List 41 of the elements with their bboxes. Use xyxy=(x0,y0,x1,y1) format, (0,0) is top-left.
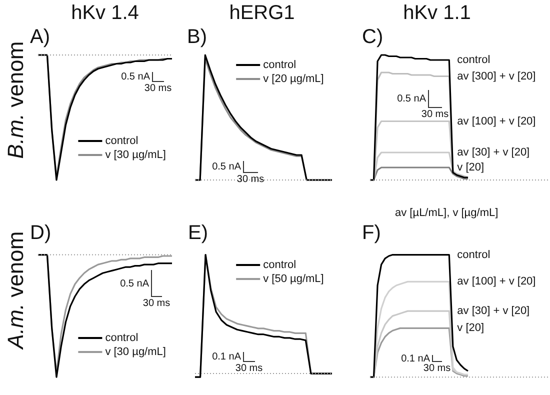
chart-title: C) xyxy=(362,26,384,49)
annotation: 30 ms xyxy=(144,83,172,94)
series-label: av [30] + v [20] xyxy=(457,305,530,318)
chart-subtitle: hKv 1.4 xyxy=(70,2,140,25)
annotation: 0.5 nA xyxy=(121,72,150,82)
annotation: 0.5 nA xyxy=(212,162,241,172)
series-label: av [100] + v [20] xyxy=(457,115,536,128)
legend-label: control xyxy=(263,59,296,72)
annotation: 0.1 nA xyxy=(401,353,430,364)
legend-label: control xyxy=(105,332,138,344)
series-label: av [300] + v [20] xyxy=(457,70,536,82)
legend-label: v [20 µg/mL] xyxy=(263,73,324,86)
annotation: 30 ms xyxy=(235,363,263,374)
legend-label: v [30 µg/mL] xyxy=(105,149,166,162)
annotation: 0.5 nA xyxy=(397,94,426,104)
series-label: av [100] + v [20] xyxy=(457,276,536,288)
series-label: v [20] xyxy=(457,322,484,334)
series-label: control xyxy=(457,248,490,261)
annotation: 30 ms xyxy=(236,174,264,185)
series-label: av [30] + v [20] xyxy=(457,146,530,159)
chart-title: B) xyxy=(187,26,207,49)
chart-title: E) xyxy=(188,222,208,245)
series-label: v [20] xyxy=(457,162,484,174)
annotation: 0.1 nA xyxy=(212,352,241,362)
chart-title: F) xyxy=(362,222,381,245)
y-axis-title: A.m. venom xyxy=(3,231,29,349)
annotation: 30 ms xyxy=(423,363,451,374)
legend-label: v [50 µg/mL] xyxy=(263,273,324,286)
legend-label: control xyxy=(105,135,138,148)
chart-subtitle: hKv 1.1 xyxy=(402,2,472,25)
legend-label: control xyxy=(263,259,296,272)
annotation: 30 ms xyxy=(142,298,170,309)
series-label: control xyxy=(457,54,490,66)
chart-title: A) xyxy=(30,26,50,49)
annotation: 30 ms xyxy=(421,109,449,120)
text: av [µL/mL], v [µg/mL] xyxy=(395,207,498,219)
chart-title: D) xyxy=(30,222,52,245)
legend-label: v [30 µg/mL] xyxy=(105,346,166,358)
chart-subtitle: hERG1 xyxy=(228,2,296,25)
annotation: 0.5 nA xyxy=(120,278,149,289)
y-axis-title: B.m. venom xyxy=(3,41,29,159)
